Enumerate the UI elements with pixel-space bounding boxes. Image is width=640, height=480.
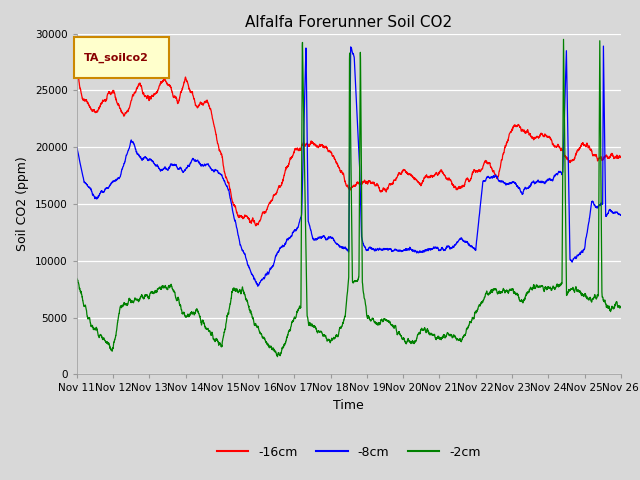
-2cm [617,303,625,309]
-16cm [225,180,232,185]
Line: -8cm: -8cm [77,46,621,286]
-16cm [617,154,625,159]
-16cm [73,63,81,69]
-8cm [225,188,232,193]
-8cm [565,212,573,218]
-16cm [252,223,260,228]
-16cm [189,93,197,99]
X-axis label: Time: Time [333,399,364,412]
-16cm [565,158,573,164]
-2cm [73,276,81,281]
-8cm [412,249,419,254]
-8cm [73,144,81,150]
-2cm [559,36,567,42]
Title: Alfalfa Forerunner Soil CO2: Alfalfa Forerunner Soil CO2 [245,15,452,30]
-2cm [617,304,625,310]
-2cm [402,340,410,346]
Line: -2cm: -2cm [77,39,621,357]
FancyBboxPatch shape [74,37,169,78]
-8cm [402,246,410,252]
-2cm [566,288,573,294]
-8cm [254,283,262,289]
-2cm [225,311,232,316]
-2cm [412,338,419,344]
Legend: -16cm, -8cm, -2cm: -16cm, -8cm, -2cm [212,441,486,464]
-8cm [600,43,607,49]
-8cm [617,212,625,218]
-2cm [273,354,281,360]
-16cm [412,177,419,182]
Text: TA_soilco2: TA_soilco2 [84,52,148,62]
-2cm [189,310,197,315]
-8cm [189,156,197,162]
Y-axis label: Soil CO2 (ppm): Soil CO2 (ppm) [17,156,29,252]
-8cm [617,212,625,218]
Line: -16cm: -16cm [77,66,621,226]
-16cm [402,169,410,175]
-16cm [617,154,625,159]
